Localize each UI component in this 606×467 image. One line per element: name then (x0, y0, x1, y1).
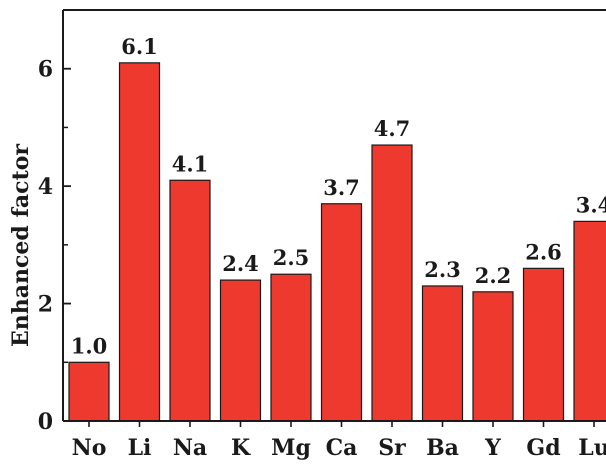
x-tick-label-lu: Lu (578, 435, 606, 461)
x-tick-label-no: No (72, 435, 107, 461)
data-label-k: 2.4 (222, 251, 259, 276)
value-labels-group: 1.0 6.1 4.1 2.4 2.5 3.7 4.7 2.3 2.2 2.6 3.4 (71, 34, 606, 358)
bars-group (68, 62, 606, 422)
y-tick-label-0: 0 (38, 409, 53, 435)
x-tick-label-sr: Sr (378, 435, 406, 461)
data-label-lu: 3.4 (576, 192, 606, 217)
bar-y (472, 291, 514, 422)
y-tick-label-6: 6 (38, 57, 53, 83)
x-tick-label-ca: Ca (326, 435, 358, 461)
y-tick-label-2: 2 (38, 292, 53, 318)
x-tick-label-mg: Mg (271, 435, 311, 461)
data-label-gd: 2.6 (525, 239, 562, 264)
y-axis: 0 2 4 6 (38, 9, 606, 435)
bar-sr (371, 144, 413, 422)
data-label-mg: 2.5 (273, 245, 310, 270)
y-axis-title: Enhanced factor (8, 144, 34, 347)
data-label-ba: 2.3 (424, 257, 461, 282)
x-tick-label-na: Na (173, 435, 207, 461)
data-label-no: 1.0 (71, 333, 108, 358)
bar-li (118, 62, 161, 422)
x-tick-label-li: Li (128, 435, 152, 461)
data-label-li: 6.1 (121, 34, 158, 59)
x-tick-label-k: K (231, 435, 251, 461)
y-tick-label-4: 4 (38, 174, 53, 200)
x-tick-label-gd: Gd (526, 435, 560, 461)
bar-ba (421, 285, 464, 422)
bar-na (169, 179, 211, 422)
bar-mg (270, 273, 312, 422)
x-tick-label-ba: Ba (426, 435, 459, 461)
x-tick-labels-group: No Li Na K Mg Ca Sr Ba Y Gd Lu (72, 421, 606, 461)
data-label-y: 2.2 (475, 263, 512, 288)
x-tick-label-y: Y (484, 435, 501, 461)
bar-lu (573, 220, 606, 422)
bar-ca (320, 203, 363, 422)
data-label-sr: 4.7 (374, 116, 411, 141)
bar-gd (522, 267, 565, 422)
data-label-ca: 3.7 (323, 175, 360, 200)
data-label-na: 4.1 (172, 151, 209, 176)
bar-k (219, 279, 262, 422)
bar-no (68, 361, 110, 422)
